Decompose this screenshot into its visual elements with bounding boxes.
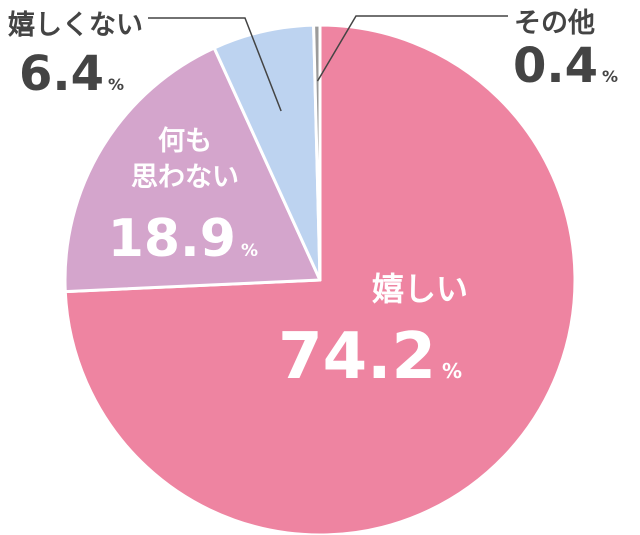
leader-lines — [148, 15, 508, 112]
pie-slice-3 — [312, 23, 322, 282]
slice-label-ureshikunai: 嬉しくない 6.4 % — [8, 10, 143, 102]
slice-label-ureshii-unit: % — [442, 359, 462, 383]
slice-label-sonota-name: その他 — [514, 8, 595, 39]
slice-label-nanimo-line1: 何も — [158, 126, 212, 157]
slice-label-sonota-value: 0.4 — [513, 38, 598, 94]
slice-label-nanimo-line2: 思わない — [131, 162, 239, 193]
pie-slices — [63, 23, 577, 535]
leader-line-ureshikunai — [148, 17, 282, 112]
slice-label-ureshikunai-name: 嬉しくない — [8, 10, 143, 41]
slice-label-ureshii-value: 74.2 — [278, 320, 436, 394]
leader-line-sonota — [316, 15, 508, 82]
slice-label-ureshikunai-value: 6.4 — [19, 46, 104, 102]
slice-label-ureshii: 嬉しい 74.2 % — [278, 270, 468, 394]
slice-label-nanimo: 何も 思わない 18.9 % — [108, 126, 258, 269]
slice-label-ureshikunai-unit: % — [108, 75, 124, 94]
pie-slice-1 — [63, 46, 322, 294]
slice-label-ureshii-name: 嬉しい — [372, 270, 468, 308]
slice-label-nanimo-value: 18.9 — [108, 209, 236, 269]
slice-label-sonota-unit: % — [602, 67, 618, 86]
slice-label-sonota: その他 0.4 % — [513, 8, 618, 94]
slice-label-nanimo-unit: % — [241, 241, 258, 261]
